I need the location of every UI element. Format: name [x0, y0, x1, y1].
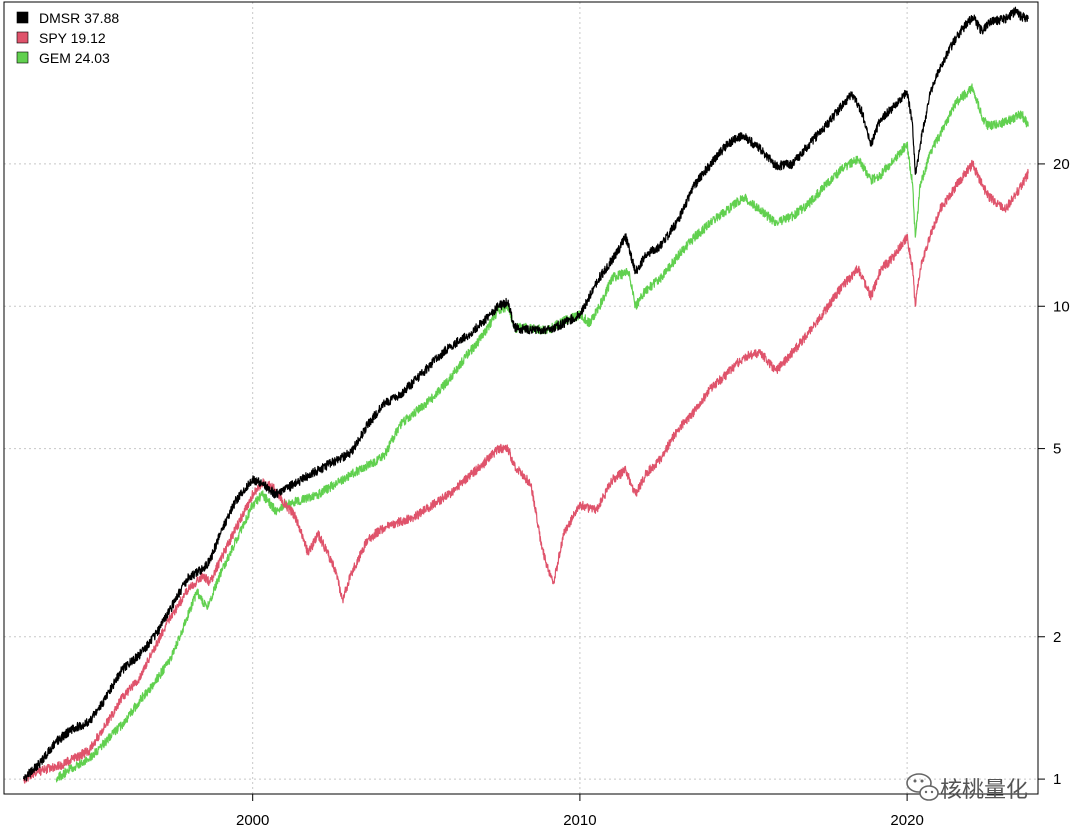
y-tick-label-1: 1 — [1053, 771, 1061, 788]
legend-label-dmsr: DMSR 37.88 — [39, 10, 119, 26]
x-tick-label-2010: 2010 — [563, 812, 596, 829]
legend: DMSR 37.88 SPY 19.12 GEM 24.03 — [16, 10, 119, 66]
y-tick-label-5: 5 — [1053, 441, 1061, 458]
x-axis: 2000 2010 2020 — [236, 794, 924, 829]
series-line-spy — [23, 159, 1029, 784]
wechat-icon — [906, 773, 939, 801]
x-tick-label-2000: 2000 — [236, 812, 269, 829]
y-tick-label-2: 2 — [1053, 629, 1061, 646]
y-tick-label-10: 10 — [1053, 298, 1070, 315]
legend-swatch-gem — [16, 51, 29, 64]
y-tick-label-20: 20 — [1053, 156, 1070, 173]
series-line-dmsr — [23, 6, 1029, 782]
x-tick-label-2020: 2020 — [890, 812, 923, 829]
y-axis: 1 2 5 10 20 — [1038, 156, 1070, 788]
legend-swatch-spy — [16, 31, 29, 44]
legend-label-gem: GEM 24.03 — [39, 50, 110, 66]
legend-label-spy: SPY 19.12 — [39, 30, 106, 46]
series-line-gem — [55, 83, 1029, 783]
legend-swatch-dmsr — [16, 11, 29, 24]
watermark-text: 核桃量化 — [940, 778, 1028, 803]
watermark: 核桃量化 — [906, 773, 1028, 803]
plot-frame — [3, 1, 1039, 795]
series-lines — [23, 6, 1029, 784]
grid-lines — [4, 2, 1038, 794]
